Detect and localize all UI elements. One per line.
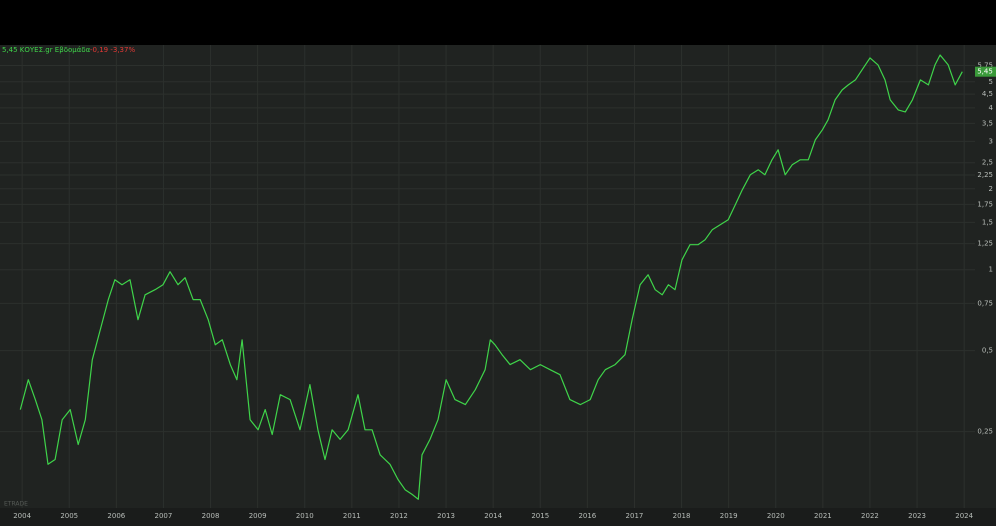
- y-tick-label: 0,75: [977, 299, 993, 307]
- x-tick-label: 2010: [296, 512, 314, 520]
- y-tick-label: 0,5: [982, 347, 993, 355]
- y-tick-label: 0,25: [977, 428, 993, 436]
- plot: [19, 54, 963, 500]
- x-tick-label: 2022: [861, 512, 879, 520]
- x-tick-label: 2011: [343, 512, 361, 520]
- watermark: ETRADE: [4, 501, 28, 508]
- y-tick-label: 5,75: [977, 61, 993, 69]
- y-tick-label: 1,25: [977, 240, 993, 248]
- x-axis-strip: [0, 508, 996, 526]
- x-tick-label: 2008: [202, 512, 220, 520]
- y-tick-label: 2,25: [977, 171, 993, 179]
- x-tick-label: 2014: [484, 512, 502, 520]
- y-tick-label: 5: [989, 78, 993, 86]
- x-tick-label: 2016: [578, 512, 596, 520]
- y-tick-label: 2,5: [982, 159, 993, 167]
- y-tick-label: 1: [989, 266, 993, 274]
- x-tick-label: 2004: [13, 512, 31, 520]
- x-tick-label: 2013: [437, 512, 455, 520]
- y-tick-label: 4: [989, 104, 994, 112]
- y-tick-label: 2: [989, 185, 993, 193]
- x-tick-label: 2021: [814, 512, 832, 520]
- top-bar: [0, 0, 996, 45]
- x-tick-label: 2012: [390, 512, 408, 520]
- y-tick-label: 3,5: [982, 119, 993, 127]
- x-tick-label: 2006: [107, 512, 125, 520]
- last-price-box: [975, 66, 996, 77]
- x-tick-label: 2024: [955, 512, 973, 520]
- x-tick-label: 2015: [531, 512, 549, 520]
- last-price-label: 5,45: [977, 68, 993, 76]
- x-tick-label: 2020: [767, 512, 785, 520]
- x-tick-label: 2007: [155, 512, 173, 520]
- y-tick-label: 1,5: [982, 218, 993, 226]
- x-tick-label: 2018: [673, 512, 691, 520]
- price-line: [19, 54, 963, 500]
- x-tick-label: 2009: [249, 512, 267, 520]
- y-tick-label: 3: [989, 137, 993, 145]
- x-tick-label: 2005: [60, 512, 78, 520]
- x-tick-label: 2017: [626, 512, 644, 520]
- x-tick-label: 2023: [908, 512, 926, 520]
- chart-title: 5,45 ΚΟΥΕΣ.gr Εβδομάδα: [2, 46, 91, 54]
- price-change: -0,19 -3,37%: [90, 46, 135, 54]
- y-tick-label: 4,5: [982, 90, 993, 98]
- plot-background: [0, 45, 996, 508]
- grid: [0, 45, 975, 508]
- x-tick-label: 2019: [720, 512, 738, 520]
- y-tick-label: 1,75: [977, 200, 993, 208]
